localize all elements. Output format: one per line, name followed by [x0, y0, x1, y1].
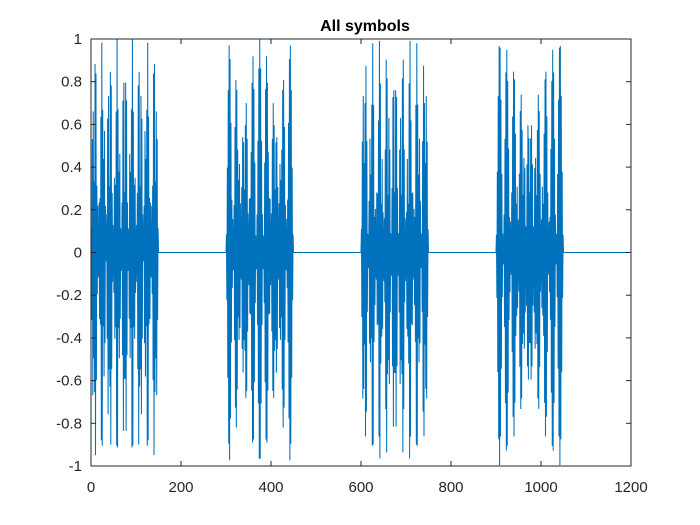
y-tick-label: -0.8: [56, 415, 82, 432]
x-tick-label: 600: [348, 479, 373, 496]
y-tick-label: 1: [74, 31, 82, 48]
x-tick-label: 800: [438, 479, 463, 496]
y-tick-label: 0.8: [61, 74, 82, 91]
axes-layer: 0 200 400 600 800 1000 1200 -1 -0.8 -0.6 -0.4 -0.2 0…: [56, 31, 648, 496]
y-tick-label: 0.4: [61, 159, 82, 176]
series-line-0: [90, 38, 631, 466]
x-tick-label: 200: [168, 479, 193, 496]
y-tick-label: 0.6: [61, 116, 82, 133]
series-layer: [90, 38, 631, 466]
x-tick-label: 1000: [524, 479, 557, 496]
x-tick-label: 400: [258, 479, 283, 496]
x-tick-label: 0: [87, 479, 95, 496]
y-tick-label: -0.2: [56, 287, 82, 304]
y-tick-label: 0.2: [61, 202, 82, 219]
y-tick-label: -1: [69, 458, 82, 475]
y-tick-label: -0.4: [56, 330, 82, 347]
chart-title: All symbols: [320, 18, 410, 35]
x-tick-label: 1200: [614, 479, 647, 496]
y-tick-label: -0.6: [56, 373, 82, 390]
y-tick-label: 0: [74, 245, 82, 262]
